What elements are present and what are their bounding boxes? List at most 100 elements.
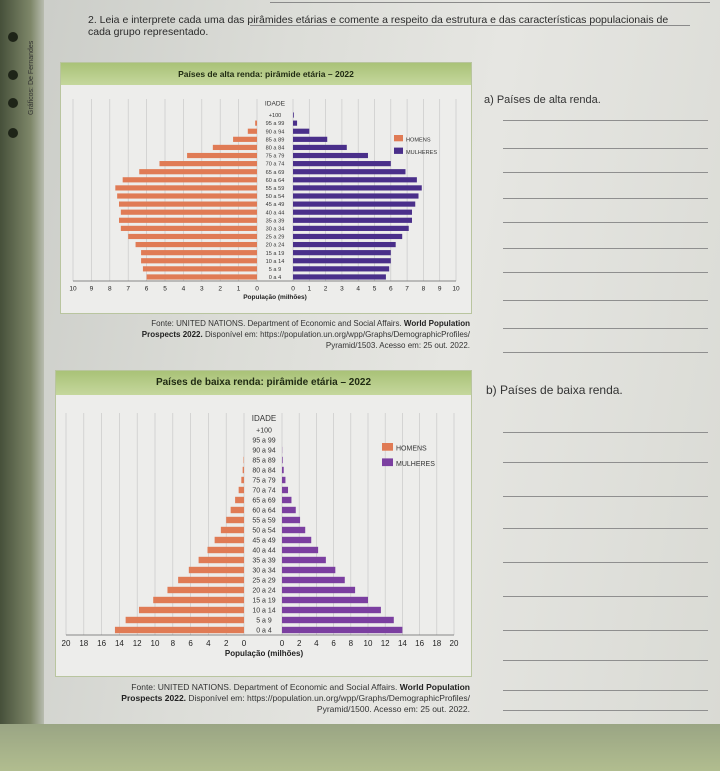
answer-line[interactable] bbox=[503, 562, 708, 563]
bar-homens bbox=[153, 596, 244, 604]
chart-source: Fonte: UNITED NATIONS. Department of Eco… bbox=[121, 682, 470, 714]
bar-homens bbox=[214, 536, 244, 544]
bar-mulheres bbox=[282, 506, 296, 514]
age-label: +100 bbox=[269, 113, 282, 119]
bar-homens bbox=[235, 496, 244, 504]
x-tick-label: 6 bbox=[389, 286, 393, 293]
age-label: 35 a 39 bbox=[266, 218, 285, 224]
legend-label-homens: HOMENS bbox=[396, 446, 427, 453]
bar-mulheres bbox=[282, 586, 356, 594]
answer-line[interactable] bbox=[503, 222, 708, 223]
bar-mulheres bbox=[293, 241, 396, 248]
answer-line[interactable] bbox=[503, 148, 708, 149]
answer-line[interactable] bbox=[503, 596, 708, 597]
bar-homens bbox=[241, 476, 244, 484]
image-credit: Gráficos: De Fernandes bbox=[28, 40, 35, 115]
x-tick-label: 20 bbox=[450, 639, 459, 648]
age-label: 85 a 89 bbox=[266, 137, 285, 143]
y-axis-label: IDADE bbox=[252, 414, 276, 423]
age-label: 80 a 84 bbox=[266, 146, 285, 152]
bar-homens bbox=[233, 136, 257, 142]
answer-line[interactable] bbox=[503, 120, 708, 121]
x-tick-label: 2 bbox=[297, 639, 302, 648]
x-tick-label: 3 bbox=[200, 286, 204, 293]
age-label: 10 a 14 bbox=[266, 259, 285, 265]
answer-label-b: b) Países de baixa renda. bbox=[486, 383, 623, 397]
age-label: 60 a 64 bbox=[252, 508, 275, 515]
bar-homens bbox=[114, 626, 244, 634]
answer-line[interactable] bbox=[503, 352, 708, 353]
x-tick-label: 18 bbox=[79, 639, 88, 648]
bar-mulheres bbox=[293, 266, 390, 272]
x-tick-label: 8 bbox=[422, 286, 426, 293]
bar-mulheres bbox=[293, 120, 298, 126]
bar-mulheres bbox=[293, 274, 386, 280]
answer-line[interactable] bbox=[503, 462, 708, 463]
legend-label-mulheres: MULHERES bbox=[406, 150, 437, 156]
answer-line[interactable] bbox=[503, 300, 708, 301]
age-label: 25 a 29 bbox=[252, 578, 275, 585]
bar-mulheres bbox=[282, 566, 336, 574]
bar-mulheres bbox=[293, 161, 391, 167]
bar-mulheres bbox=[293, 136, 328, 142]
bar-homens bbox=[141, 250, 257, 256]
x-tick-label: 1 bbox=[307, 286, 311, 293]
answer-line[interactable] bbox=[503, 328, 708, 329]
x-tick-label: 0 bbox=[280, 639, 285, 648]
answer-line[interactable] bbox=[503, 690, 708, 691]
bar-homens bbox=[120, 225, 257, 231]
x-tick-label: 10 bbox=[452, 286, 460, 293]
age-label: 25 a 29 bbox=[266, 235, 285, 241]
age-label: 70 a 74 bbox=[252, 488, 275, 495]
age-label: 40 a 44 bbox=[266, 210, 285, 216]
bar-homens bbox=[230, 506, 244, 514]
answer-line[interactable] bbox=[503, 172, 708, 173]
age-label: 45 a 49 bbox=[266, 202, 285, 208]
bar-homens bbox=[187, 152, 257, 159]
x-tick-label: 10 bbox=[69, 286, 77, 293]
x-tick-label: 10 bbox=[364, 639, 373, 648]
x-tick-label: 0 bbox=[291, 286, 295, 293]
bar-mulheres bbox=[293, 250, 391, 256]
age-label: 50 a 54 bbox=[266, 194, 285, 200]
binding-hole bbox=[8, 70, 18, 80]
bar-homens bbox=[128, 233, 257, 240]
bar-homens bbox=[122, 177, 258, 183]
answer-line[interactable] bbox=[503, 528, 708, 529]
bar-homens bbox=[178, 576, 244, 584]
chart-source: Fonte: UNITED NATIONS. Department of Eco… bbox=[141, 319, 470, 350]
bar-homens bbox=[119, 217, 257, 223]
bar-homens bbox=[247, 128, 257, 134]
x-tick-label: 8 bbox=[171, 639, 176, 648]
bar-homens bbox=[120, 209, 257, 215]
page-margin-strip bbox=[0, 0, 44, 771]
age-label: 15 a 19 bbox=[266, 251, 285, 257]
age-label: 10 a 14 bbox=[252, 608, 275, 615]
age-label: 45 a 49 bbox=[252, 538, 275, 545]
answer-line[interactable] bbox=[503, 496, 708, 497]
answer-line[interactable] bbox=[503, 198, 708, 199]
x-tick-label: 0 bbox=[255, 286, 259, 293]
bar-homens bbox=[198, 556, 244, 564]
x-tick-label: 0 bbox=[242, 639, 247, 648]
chart-panel-high-income: Países de alta renda: pirâmide etária – … bbox=[60, 62, 472, 314]
binding-hole bbox=[8, 98, 18, 108]
bar-homens bbox=[167, 586, 244, 594]
answer-line[interactable] bbox=[503, 630, 708, 631]
bar-mulheres bbox=[282, 576, 345, 584]
x-tick-label: 1 bbox=[237, 286, 241, 293]
bar-mulheres bbox=[282, 486, 289, 494]
age-label: 90 a 94 bbox=[266, 129, 285, 135]
answer-line[interactable] bbox=[503, 272, 708, 273]
x-tick-label: 6 bbox=[331, 639, 336, 648]
bar-mulheres bbox=[293, 201, 416, 207]
answer-line[interactable] bbox=[503, 248, 708, 249]
answer-line[interactable] bbox=[503, 660, 708, 661]
age-label: 40 a 44 bbox=[252, 548, 275, 555]
answer-line[interactable] bbox=[503, 432, 708, 433]
bar-homens bbox=[220, 526, 244, 534]
age-label: 0 a 4 bbox=[256, 628, 272, 635]
answer-line[interactable] bbox=[503, 710, 708, 711]
bar-mulheres bbox=[282, 456, 283, 464]
